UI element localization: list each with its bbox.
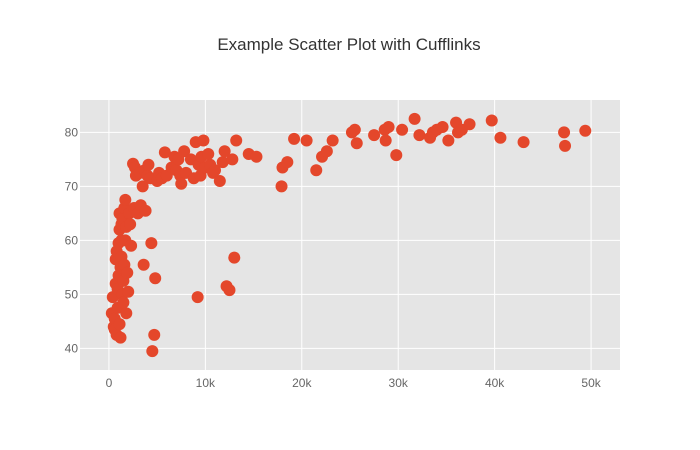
data-point <box>223 284 236 297</box>
y-tick-label: 70 <box>65 179 79 193</box>
data-point <box>436 121 449 133</box>
data-point <box>124 218 137 231</box>
data-point <box>139 204 152 217</box>
data-point <box>120 307 133 320</box>
data-point <box>300 134 313 147</box>
data-point <box>226 153 239 166</box>
y-tick-label: 50 <box>65 287 79 301</box>
data-point <box>559 139 572 152</box>
gridlines <box>80 100 620 370</box>
data-point <box>320 145 333 158</box>
data-point <box>121 266 134 279</box>
data-point <box>396 123 409 136</box>
x-tick-label: 40k <box>485 376 505 390</box>
data-point <box>122 285 135 298</box>
data-point <box>197 134 210 147</box>
data-point <box>202 148 215 160</box>
data-point <box>228 251 241 264</box>
data-point <box>158 146 171 159</box>
data-point <box>348 123 361 136</box>
data-point <box>117 296 130 309</box>
data-point <box>209 164 221 177</box>
data-point <box>250 150 263 163</box>
data-point <box>230 134 243 147</box>
x-tick-label: 30k <box>389 376 409 390</box>
x-tick-label: 20k <box>292 376 312 390</box>
data-point <box>494 131 507 144</box>
data-point <box>191 291 204 304</box>
data-point <box>382 121 395 133</box>
data-point <box>288 132 301 145</box>
data-point <box>145 237 158 250</box>
data-point <box>310 164 323 177</box>
plot-area <box>80 100 620 370</box>
data-point <box>148 328 161 341</box>
data-point <box>368 129 381 142</box>
x-tick-label: 10k <box>196 376 216 390</box>
x-tick-label: 0 <box>106 376 113 390</box>
data-point <box>149 272 162 285</box>
data-point <box>213 175 226 187</box>
chart-title: Example Scatter Plot with Cufflinks <box>217 35 480 54</box>
data-point <box>579 124 592 137</box>
data-point <box>379 134 392 147</box>
data-point <box>218 145 231 158</box>
data-point <box>216 156 229 169</box>
data-point <box>119 193 132 206</box>
data-point <box>413 129 426 142</box>
data-points <box>105 112 592 358</box>
y-tick-label: 40 <box>65 341 79 355</box>
data-point <box>485 114 498 127</box>
data-point <box>463 118 476 131</box>
y-tick-label: 80 <box>65 125 79 139</box>
data-point <box>114 331 127 344</box>
data-point <box>275 180 288 193</box>
tick-labels: 0 10k 20k 30k 40k 50k 40 50 60 70 80 <box>65 125 602 390</box>
data-point <box>326 134 339 147</box>
data-point <box>390 149 403 162</box>
y-tick-label: 60 <box>65 233 79 247</box>
data-point <box>350 137 363 150</box>
x-tick-label: 50k <box>581 376 601 390</box>
data-point <box>517 136 530 149</box>
data-point <box>281 156 294 169</box>
data-point <box>442 134 455 147</box>
data-point <box>142 158 155 171</box>
data-point <box>125 239 138 252</box>
data-point <box>408 112 421 125</box>
data-point <box>146 345 159 358</box>
data-point <box>136 180 149 193</box>
data-point <box>113 318 126 331</box>
data-point <box>175 177 188 190</box>
data-point <box>558 126 571 139</box>
data-point <box>178 145 191 158</box>
data-point <box>137 258 150 271</box>
